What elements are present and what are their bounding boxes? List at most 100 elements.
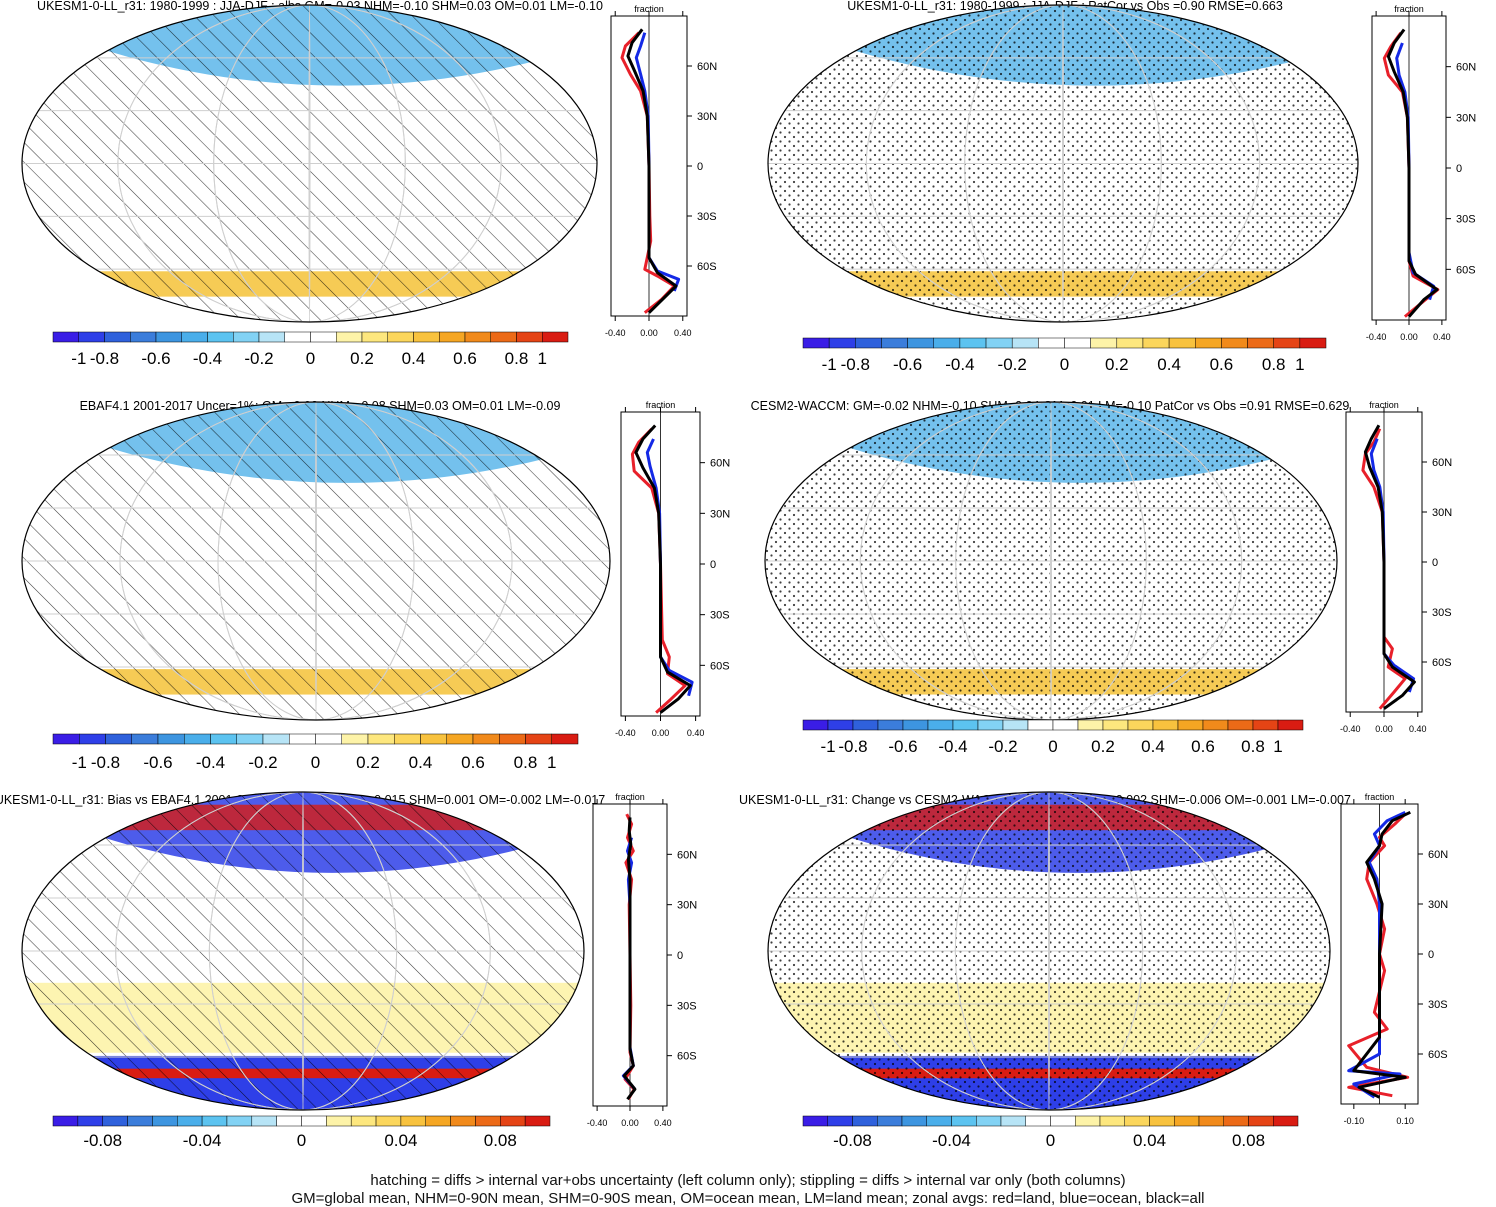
colorbar-box [130, 331, 157, 343]
colorbar-label: 0 [311, 753, 320, 772]
colorbar-box [852, 719, 879, 731]
colorbar-box [155, 331, 182, 343]
y-tick-label: 30N [677, 900, 697, 912]
colorbar-box [367, 733, 395, 745]
map [768, 5, 1358, 322]
colorbar-box [1223, 1115, 1249, 1127]
colorbar-box [157, 733, 185, 745]
y-tick-label: 60N [1456, 62, 1476, 74]
colorbar-box [1149, 1115, 1175, 1127]
x-tick-label: -0.40 [587, 1118, 608, 1128]
y-tick-label: 60S [1456, 264, 1476, 276]
colorbar-box [1075, 1115, 1101, 1127]
colorbar-label: 0.4 [402, 349, 426, 368]
x-tick-label: 0.00 [640, 328, 658, 338]
colorbar-box [102, 1115, 128, 1127]
colorbar-box [551, 733, 579, 745]
footer-note-2: GM=global mean, NHM=0-90N mean, SHM=0-90… [291, 1190, 1205, 1207]
colorbar-label: -0.08 [833, 1131, 872, 1150]
colorbar-box [400, 1115, 426, 1127]
colorbar-box [1299, 337, 1327, 349]
y-tick-label: 0 [1428, 949, 1434, 961]
y-tick-label: 60S [1432, 657, 1452, 669]
colorbar-box [284, 331, 311, 343]
colorbar-box [387, 331, 414, 343]
colorbar-label: 0.6 [461, 753, 485, 772]
colorbar-box [1248, 1115, 1274, 1127]
series-land [630, 427, 687, 714]
colorbar-box [542, 331, 569, 343]
colorbar-box [472, 733, 500, 745]
colorbar-box [1195, 337, 1222, 349]
colorbar-box [289, 733, 316, 745]
zonal-profile-e: fraction -0.40 0.00 0.40 60N 30N 0 30S 60S [587, 792, 697, 1128]
colorbar-box [1252, 719, 1279, 731]
x-tick-label: -0.10 [1344, 1116, 1365, 1126]
graticule-meridian [964, 5, 1162, 322]
colorbar-label: 0.04 [384, 1131, 417, 1150]
x-tick-label: 0.40 [1409, 724, 1427, 734]
colorbar-label: -0.2 [248, 753, 277, 772]
colorbar-box [802, 1115, 828, 1127]
colorbar-box [907, 337, 934, 349]
colorbar-label: -0.8 [91, 753, 120, 772]
map [22, 5, 597, 322]
series-all [1363, 424, 1416, 710]
colorbar-box [852, 1115, 878, 1127]
colorbar-label: 0.8 [1241, 737, 1265, 756]
graticule-meridian [115, 792, 491, 1110]
x-tick-label: 0.00 [652, 728, 670, 738]
colorbar-box [1102, 719, 1129, 731]
colorbar-box [394, 733, 421, 745]
map-outline [21, 4, 598, 323]
panel-d: CESM2-WACCM: GM=-0.02 NHM=-0.10 SHM=0.04… [751, 399, 1350, 756]
colorbar-box [361, 331, 388, 343]
colorbar-box [1174, 1115, 1200, 1127]
x-tick-label: 0.00 [1375, 724, 1393, 734]
series-land [1382, 32, 1440, 318]
colorbar-label: 0.4 [409, 753, 433, 772]
colorbar-box [827, 1115, 853, 1127]
colorbar-label: -0.8 [838, 737, 867, 756]
colorbar-box [855, 337, 882, 349]
colorbar-label: 0.2 [350, 349, 374, 368]
colorbar-box [500, 1115, 526, 1127]
colorbar-box [524, 1115, 551, 1127]
colorbar-label: 0.8 [514, 753, 538, 772]
colorbar-box [877, 719, 904, 731]
colorbar-box [1227, 719, 1254, 731]
colorbar-box [1152, 719, 1179, 731]
panel-f: UKESM1-0-LL_r31: Change vs CESM2-WACCM G… [739, 791, 1351, 1150]
colorbar-label: -0.2 [998, 355, 1027, 374]
colorbar-box [1177, 719, 1204, 731]
profile-xlabel: fraction [1394, 4, 1424, 14]
colorbar-box [828, 337, 856, 349]
x-tick-label: 0.10 [1396, 1116, 1414, 1126]
colorbar-box [933, 337, 961, 349]
series-all [1352, 810, 1411, 1099]
colorbar-label: -0.4 [945, 355, 974, 374]
colorbar-box [236, 733, 264, 745]
y-tick-label: 30S [1456, 214, 1476, 226]
y-tick-label: 60S [1428, 1049, 1448, 1061]
colorbar-box [926, 1115, 952, 1127]
colorbar-box [177, 1115, 203, 1127]
colorbar: -1 -0.8 -0.6 -0.4 -0.2 0 0.2 0.4 0.6 0.8 1 [802, 719, 1304, 756]
colorbar-label: -0.6 [143, 753, 172, 772]
colorbar-box [1202, 719, 1229, 731]
colorbar-label: -0.8 [90, 349, 119, 368]
x-tick-label: 0.40 [687, 728, 705, 738]
x-tick-label: -0.40 [615, 728, 636, 738]
colorbar-label: 0.4 [1157, 355, 1181, 374]
x-tick-label: 0.40 [654, 1118, 672, 1128]
y-tick-label: 30S [697, 211, 717, 223]
graticule-meridian [1062, 5, 1064, 322]
colorbar: -1 -0.8 -0.6 -0.4 -0.2 0 0.2 0.4 0.6 0.8 1 [802, 337, 1327, 374]
graticule-meridian [1048, 792, 1050, 1110]
colorbar-box [425, 1115, 451, 1127]
graticule-meridian [865, 5, 1261, 322]
colorbar-label: 0.6 [1191, 737, 1215, 756]
colorbar-box [827, 719, 854, 731]
colorbar-box [52, 733, 80, 745]
y-tick-label: 0 [1432, 557, 1438, 569]
